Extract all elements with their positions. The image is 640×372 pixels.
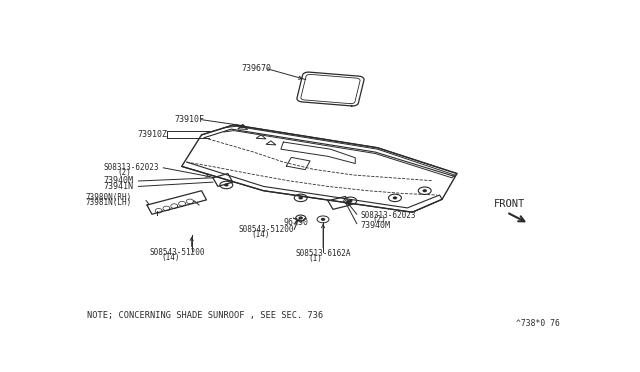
Text: NOTE; CONCERNING SHADE SUNROOF , SEE SEC. 736: NOTE; CONCERNING SHADE SUNROOF , SEE SEC… — [88, 311, 324, 320]
Circle shape — [349, 200, 352, 202]
Text: S08543-51200: S08543-51200 — [239, 225, 294, 234]
Text: 73941N: 73941N — [104, 182, 134, 191]
Text: 73940M: 73940M — [360, 221, 390, 230]
Text: (1): (1) — [308, 254, 322, 263]
Text: 73981N(LH): 73981N(LH) — [86, 198, 132, 207]
Text: FRONT: FRONT — [494, 199, 525, 209]
Text: (14): (14) — [251, 230, 269, 239]
Text: 739670: 739670 — [241, 64, 271, 73]
Circle shape — [394, 197, 396, 199]
Text: 73980N(RH): 73980N(RH) — [86, 193, 132, 202]
Text: S08513-6162A: S08513-6162A — [296, 249, 351, 258]
Text: (2): (2) — [372, 215, 387, 224]
Text: (2): (2) — [117, 168, 131, 177]
Text: 73910F: 73910F — [174, 115, 204, 124]
Text: 96750: 96750 — [284, 218, 308, 227]
Circle shape — [321, 218, 324, 220]
Text: (14): (14) — [162, 253, 180, 262]
Text: S08313-62023: S08313-62023 — [104, 163, 159, 172]
Text: 73910Z: 73910Z — [137, 129, 167, 138]
Circle shape — [423, 190, 426, 192]
Text: 73940M: 73940M — [104, 176, 134, 186]
Circle shape — [300, 197, 302, 199]
Circle shape — [225, 184, 228, 186]
Text: ^738*0 76: ^738*0 76 — [516, 318, 561, 328]
Text: S08313-62023: S08313-62023 — [360, 211, 416, 219]
Circle shape — [300, 217, 302, 219]
Text: S08543-51200: S08543-51200 — [150, 248, 205, 257]
